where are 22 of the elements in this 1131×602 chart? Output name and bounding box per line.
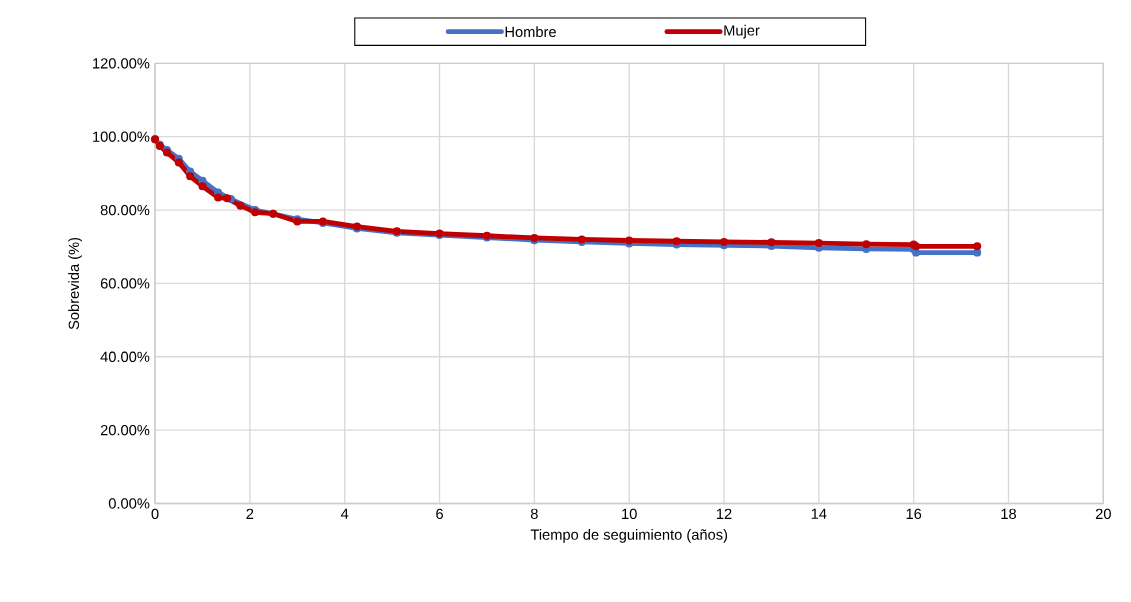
y-tick-label: 60.00%: [100, 278, 150, 289]
x-tick-label: 8: [530, 508, 538, 520]
legend-label: Hombre: [505, 26, 556, 38]
legend-label: Mujer: [724, 25, 760, 39]
y-tick-label: 100.00%: [93, 131, 150, 143]
x-tick-label: 6: [436, 508, 443, 520]
y-tick-label: 40.00%: [100, 351, 150, 363]
x-tick-label: 20: [1095, 508, 1111, 520]
x-axis-title: Tiempo de seguimiento (años): [530, 529, 728, 543]
y-tick-label: 0.00%: [108, 498, 150, 509]
y-tick-label: 20.00%: [100, 425, 150, 436]
x-tick-label: 0: [151, 508, 159, 520]
y-axis-title: Sobrevida (%): [68, 238, 82, 330]
y-tick-label: 80.00%: [100, 205, 150, 216]
x-tick-label: 18: [1001, 508, 1017, 520]
x-tick-label: 12: [716, 508, 732, 520]
x-tick-label: 16: [906, 508, 922, 520]
x-tick-label: 14: [811, 508, 827, 519]
x-tick-label: 10: [622, 508, 637, 520]
x-tick-label: 4: [340, 508, 349, 519]
y-tick-label: 120.00%: [93, 58, 150, 69]
x-tick-label: 2: [246, 508, 254, 520]
